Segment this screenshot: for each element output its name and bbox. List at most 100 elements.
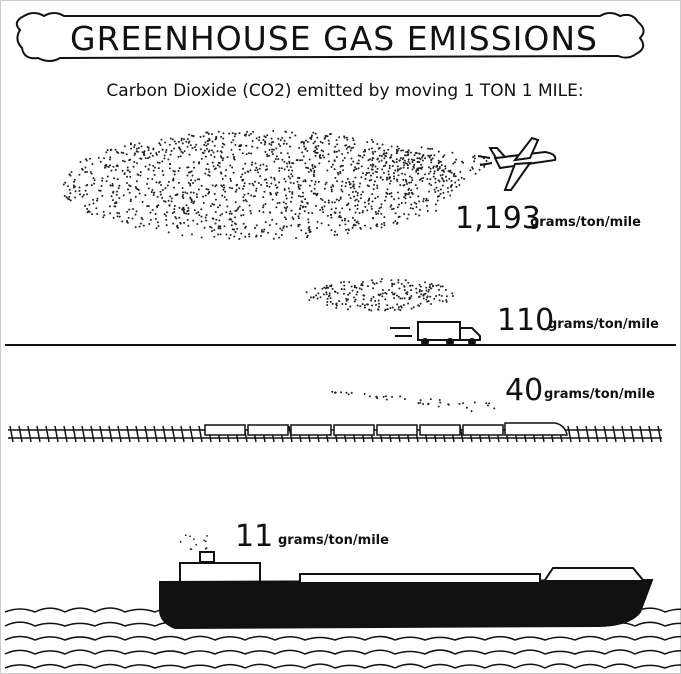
smoke-dot xyxy=(255,167,257,169)
smoke-dot xyxy=(367,303,369,305)
smoke-dot xyxy=(344,157,346,159)
smoke-dot xyxy=(188,166,190,168)
smoke-dot xyxy=(394,309,396,311)
smoke-dot xyxy=(300,184,302,186)
smoke-dot xyxy=(205,168,207,170)
smoke-dot xyxy=(301,151,303,153)
smoke-dot xyxy=(354,177,356,179)
smoke-dot xyxy=(261,229,263,231)
smoke-dot xyxy=(310,231,312,233)
smoke-dot xyxy=(379,155,381,157)
value-label: 1,193 xyxy=(455,201,541,236)
smoke-dot xyxy=(428,166,430,168)
smoke-dot xyxy=(392,283,394,285)
smoke-dot xyxy=(410,189,412,191)
smoke-dot xyxy=(208,138,210,140)
smoke-dot xyxy=(360,197,362,199)
smoke-dot xyxy=(139,226,141,228)
smoke-dot xyxy=(403,164,405,166)
smoke-dot xyxy=(275,184,277,186)
smoke-dot xyxy=(213,165,215,167)
smoke-dot xyxy=(257,171,259,173)
smoke-dot xyxy=(211,133,213,135)
smoke-dot xyxy=(488,402,490,404)
smoke-dot xyxy=(410,152,412,154)
smoke-dot xyxy=(428,173,430,175)
smoke-dot xyxy=(309,185,311,187)
smoke-dot xyxy=(201,158,203,160)
smoke-dot xyxy=(442,156,444,158)
smoke-dot xyxy=(392,293,394,295)
smoke-dot xyxy=(441,177,443,179)
smoke-dot xyxy=(263,229,265,231)
smoke-dot xyxy=(407,167,409,169)
smoke-dot xyxy=(334,291,336,293)
smoke-dot xyxy=(442,179,444,181)
smoke-dot xyxy=(423,198,425,200)
smoke-dot xyxy=(271,149,273,151)
smoke-dot xyxy=(152,165,154,167)
smoke-dot xyxy=(381,168,383,170)
smoke-dot xyxy=(435,295,437,297)
smoke-dot xyxy=(191,233,193,235)
smoke-dot xyxy=(128,217,130,219)
smoke-dot xyxy=(418,157,420,159)
smoke-dot xyxy=(136,150,138,152)
smoke-dot xyxy=(196,196,198,198)
smoke-dot xyxy=(234,133,236,135)
smoke-dot xyxy=(358,159,360,161)
smoke-dot xyxy=(178,141,180,143)
smoke-dot xyxy=(328,295,330,297)
smoke-dot xyxy=(286,226,288,228)
smoke-dot xyxy=(178,182,180,184)
smoke-dot xyxy=(201,221,203,223)
smoke-dot xyxy=(227,156,229,158)
smoke-dot xyxy=(219,214,221,216)
smoke-dot xyxy=(164,142,166,144)
smoke-dot xyxy=(106,180,108,182)
smoke-dot xyxy=(166,211,168,213)
smoke-dot xyxy=(288,176,290,178)
smoke-dot xyxy=(277,158,279,160)
smoke-dot xyxy=(427,210,429,212)
smoke-dot xyxy=(404,398,406,400)
smoke-dot xyxy=(424,281,426,283)
smoke-dot xyxy=(152,155,154,157)
smoke-dot xyxy=(294,213,296,215)
smoke-dot xyxy=(88,204,90,206)
smoke-dot xyxy=(258,139,260,141)
smoke-dot xyxy=(429,286,431,288)
smoke-dot xyxy=(149,156,151,158)
smoke-dot xyxy=(291,131,293,133)
smoke-dot xyxy=(270,183,272,185)
smoke-dot xyxy=(328,160,330,162)
smoke-dot xyxy=(320,157,322,159)
smoke-dot xyxy=(354,205,356,207)
smoke-dot xyxy=(399,309,401,311)
smoke-dot xyxy=(319,209,321,211)
smoke-dot xyxy=(381,295,383,297)
smoke-dot xyxy=(399,216,401,218)
smoke-dot xyxy=(346,204,348,206)
smoke-dot xyxy=(190,179,192,181)
smoke-dot xyxy=(334,168,336,170)
smoke-dot xyxy=(107,175,109,177)
smoke-dot xyxy=(426,205,428,207)
smoke-dot xyxy=(215,219,217,221)
smoke-dot xyxy=(135,187,137,189)
smoke-dot xyxy=(165,149,167,151)
smoke-dot xyxy=(242,196,244,198)
smoke-dot xyxy=(205,156,207,158)
smoke-dot xyxy=(402,149,404,151)
smoke-dot xyxy=(417,304,419,306)
smoke-dot xyxy=(359,287,361,289)
smoke-dot xyxy=(391,145,393,147)
smoke-dot xyxy=(330,229,332,231)
smoke-dot xyxy=(378,294,380,296)
smoke-dot xyxy=(170,154,172,156)
smoke-dot xyxy=(402,158,404,160)
smoke-dot xyxy=(264,142,266,144)
smoke-dot xyxy=(135,196,137,198)
smoke-dot xyxy=(323,293,325,295)
smoke-dot xyxy=(421,166,423,168)
